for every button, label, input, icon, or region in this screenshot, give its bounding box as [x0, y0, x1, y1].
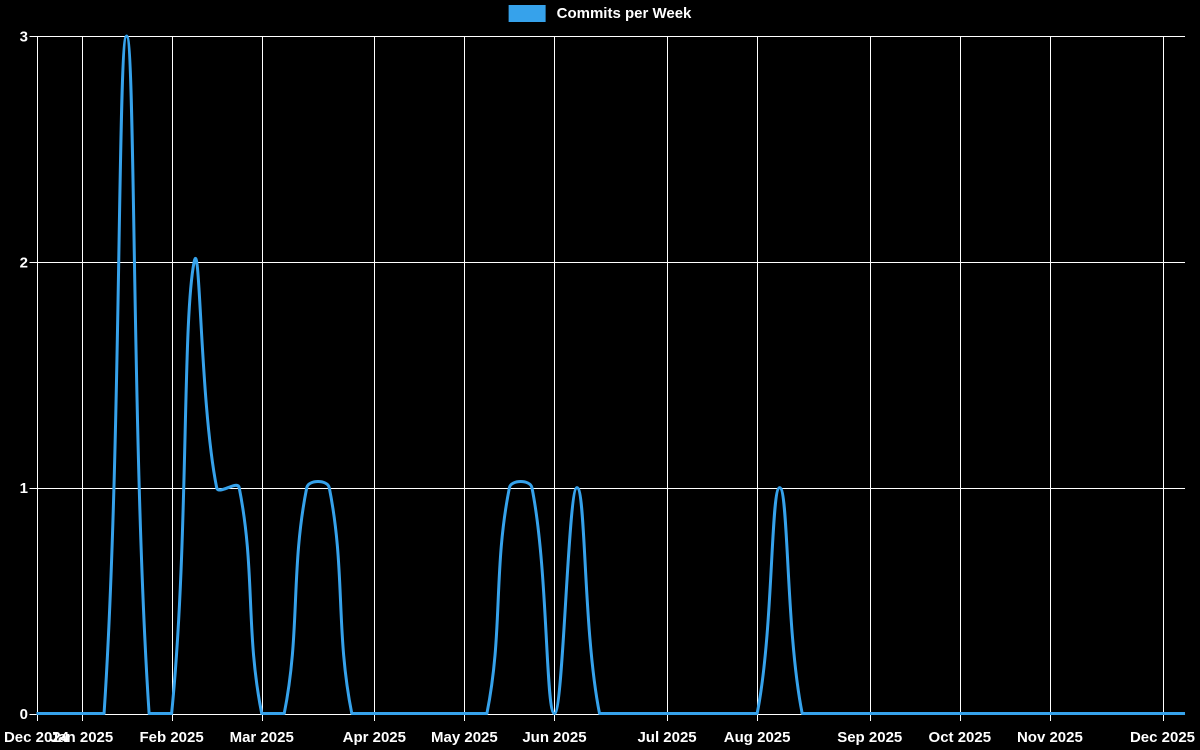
x-tick-label: Apr 2025	[343, 729, 406, 746]
x-tick-label: Aug 2025	[724, 729, 791, 746]
y-tick-label: 3	[20, 29, 28, 46]
y-tick-label: 2	[20, 254, 28, 271]
x-tick-label: May 2025	[431, 729, 498, 746]
legend-item-commits-per-week[interactable]: Commits per Week	[508, 5, 692, 22]
x-tick-label: Nov 2025	[1017, 729, 1083, 746]
x-tick-label: Oct 2025	[929, 729, 992, 746]
x-tick-label: Jun 2025	[522, 729, 586, 746]
x-tick-label: Sep 2025	[837, 729, 902, 746]
x-tick-label: Mar 2025	[230, 729, 294, 746]
legend-swatch-icon	[508, 5, 546, 22]
y-tick-label: 1	[20, 480, 28, 497]
x-tick-label: Dec 2024	[4, 729, 70, 746]
legend-label: Commits per Week	[556, 5, 692, 22]
x-tick-label: Dec 2025	[1130, 729, 1195, 746]
x-tick-label: Feb 2025	[140, 729, 204, 746]
x-tick-label: Jan 2025	[50, 729, 113, 746]
x-tick-label: Jul 2025	[637, 729, 696, 746]
y-tick-label: 0	[20, 706, 28, 723]
commits-line	[36, 34, 1186, 715]
